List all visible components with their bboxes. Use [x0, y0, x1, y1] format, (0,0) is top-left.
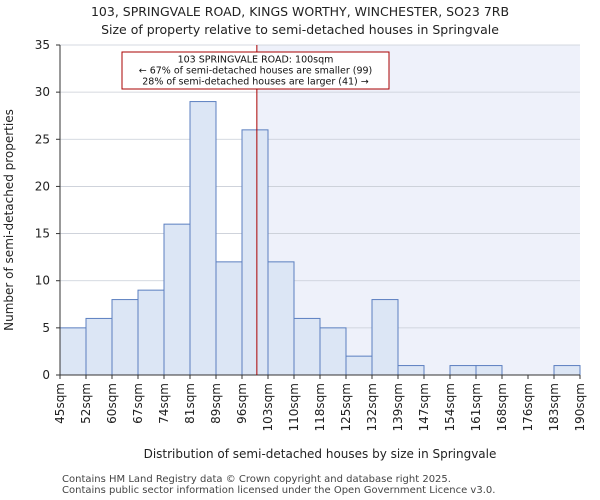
x-tick-label-183sqm: 183sqm	[547, 383, 561, 431]
x-tick-label-168sqm: 168sqm	[495, 383, 509, 431]
bar-67sqm	[137, 289, 165, 376]
y-tick-label-20: 20	[35, 179, 50, 193]
bar-118sqm	[319, 327, 347, 376]
bar-103sqm	[267, 261, 295, 376]
chart-subtitle: Size of property relative to semi-detach…	[101, 22, 499, 37]
bar-60sqm	[111, 299, 139, 376]
x-tick-label-147sqm: 147sqm	[417, 383, 431, 431]
bar-81sqm	[189, 101, 217, 376]
bar-161sqm	[475, 365, 503, 376]
y-tick-label-10: 10	[35, 274, 50, 288]
y-axis-label: Number of semi-detached properties	[2, 109, 16, 331]
x-tick-label-161sqm: 161sqm	[469, 383, 483, 431]
x-tick-label-45sqm: 45sqm	[53, 383, 67, 424]
x-tick-label-125sqm: 125sqm	[339, 383, 353, 431]
bar-110sqm	[293, 317, 321, 376]
x-tick-label-154sqm: 154sqm	[443, 383, 457, 431]
bar-125sqm	[345, 355, 373, 376]
footer-line-2: Contains public sector information licen…	[62, 485, 496, 496]
y-tick-label-35: 35	[35, 38, 50, 52]
bar-52sqm	[85, 317, 113, 376]
chart-title: 103, SPRINGVALE ROAD, KINGS WORTHY, WINC…	[90, 4, 510, 19]
x-tick-label-74sqm: 74sqm	[157, 383, 171, 424]
annotation-line1: 103 SPRINGVALE ROAD: 100sqm	[178, 55, 334, 66]
y-tick-label-0: 0	[42, 368, 50, 382]
x-tick-label-110sqm: 110sqm	[287, 383, 301, 431]
x-tick-label-96sqm: 96sqm	[235, 383, 249, 424]
y-tick-label-5: 5	[42, 321, 50, 335]
x-axis-label: Distribution of semi-detached houses by …	[144, 447, 497, 461]
bar-132sqm	[371, 299, 399, 376]
annotation-line3: 28% of semi-detached houses are larger (…	[142, 77, 369, 88]
footer-line-1: Contains HM Land Registry data © Crown c…	[62, 474, 451, 485]
x-tick-label-176sqm: 176sqm	[521, 383, 535, 431]
bar-89sqm	[215, 261, 243, 376]
y-tick-label-15: 15	[35, 227, 50, 241]
bar-154sqm	[449, 365, 477, 376]
x-tick-label-103sqm: 103sqm	[261, 383, 275, 431]
x-tick-label-139sqm: 139sqm	[391, 383, 405, 431]
y-tick-label-30: 30	[35, 85, 50, 99]
x-tick-label-132sqm: 132sqm	[365, 383, 379, 431]
x-tick-label-52sqm: 52sqm	[79, 383, 93, 424]
bar-139sqm	[397, 365, 425, 376]
x-tick-label-60sqm: 60sqm	[105, 383, 119, 424]
annotation-line2: ← 67% of semi-detached houses are smalle…	[139, 66, 373, 77]
x-tick-label-190sqm: 190sqm	[573, 383, 587, 431]
bar-45sqm	[59, 327, 87, 376]
x-tick-label-81sqm: 81sqm	[183, 383, 197, 424]
y-tick-label-25: 25	[35, 132, 50, 146]
bar-74sqm	[163, 223, 191, 376]
x-tick-label-89sqm: 89sqm	[209, 383, 223, 424]
annotation-box	[121, 51, 390, 90]
x-tick-label-67sqm: 67sqm	[131, 383, 145, 424]
x-tick-label-118sqm: 118sqm	[313, 383, 327, 431]
bar-183sqm	[553, 365, 581, 376]
bar-96sqm	[241, 129, 269, 376]
